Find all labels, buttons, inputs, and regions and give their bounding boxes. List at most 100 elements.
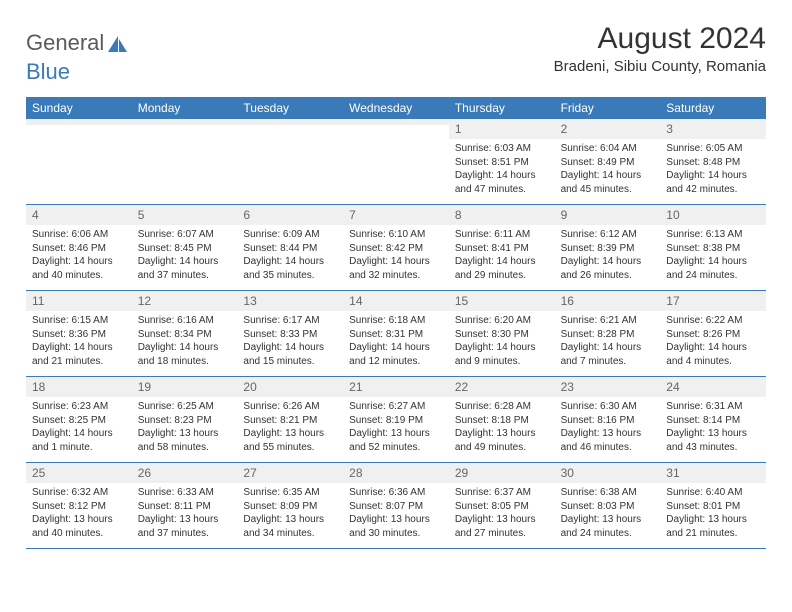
sunrise-text: Sunrise: 6:09 AM: [243, 228, 337, 242]
sunrise-text: Sunrise: 6:31 AM: [666, 400, 760, 414]
title-block: August 2024 Bradeni, Sibiu County, Roman…: [554, 22, 766, 75]
day-cell: 30Sunrise: 6:38 AMSunset: 8:03 PMDayligh…: [555, 463, 661, 548]
dayhead-saturday: Saturday: [660, 97, 766, 119]
day-cell: 25Sunrise: 6:32 AMSunset: 8:12 PMDayligh…: [26, 463, 132, 548]
sunrise-text: Sunrise: 6:25 AM: [138, 400, 232, 414]
logo-text-blue: Blue: [26, 59, 70, 85]
day-info: Sunrise: 6:28 AMSunset: 8:18 PMDaylight:…: [449, 397, 555, 462]
sunrise-text: Sunrise: 6:32 AM: [32, 486, 126, 500]
sunset-text: Sunset: 8:07 PM: [349, 500, 443, 514]
daylight-text: Daylight: 13 hours and 34 minutes.: [243, 513, 337, 540]
day-number: 27: [237, 463, 343, 483]
week-row: 1Sunrise: 6:03 AMSunset: 8:51 PMDaylight…: [26, 119, 766, 204]
daylight-text: Daylight: 13 hours and 55 minutes.: [243, 427, 337, 454]
daylight-text: Daylight: 14 hours and 32 minutes.: [349, 255, 443, 282]
daylight-text: Daylight: 14 hours and 35 minutes.: [243, 255, 337, 282]
sunrise-text: Sunrise: 6:37 AM: [455, 486, 549, 500]
day-info: Sunrise: 6:16 AMSunset: 8:34 PMDaylight:…: [132, 311, 238, 376]
daylight-text: Daylight: 14 hours and 18 minutes.: [138, 341, 232, 368]
sunset-text: Sunset: 8:21 PM: [243, 414, 337, 428]
sunset-text: Sunset: 8:51 PM: [455, 156, 549, 170]
day-info: [132, 125, 238, 136]
sunset-text: Sunset: 8:30 PM: [455, 328, 549, 342]
daylight-text: Daylight: 14 hours and 7 minutes.: [561, 341, 655, 368]
day-info: Sunrise: 6:09 AMSunset: 8:44 PMDaylight:…: [237, 225, 343, 290]
sunrise-text: Sunrise: 6:40 AM: [666, 486, 760, 500]
sunrise-text: Sunrise: 6:18 AM: [349, 314, 443, 328]
day-number: 31: [660, 463, 766, 483]
day-info: Sunrise: 6:25 AMSunset: 8:23 PMDaylight:…: [132, 397, 238, 462]
day-number: 23: [555, 377, 661, 397]
day-info: Sunrise: 6:26 AMSunset: 8:21 PMDaylight:…: [237, 397, 343, 462]
sunrise-text: Sunrise: 6:20 AM: [455, 314, 549, 328]
sunset-text: Sunset: 8:05 PM: [455, 500, 549, 514]
day-cell: 9Sunrise: 6:12 AMSunset: 8:39 PMDaylight…: [555, 205, 661, 290]
sunset-text: Sunset: 8:12 PM: [32, 500, 126, 514]
day-cell: 20Sunrise: 6:26 AMSunset: 8:21 PMDayligh…: [237, 377, 343, 462]
day-cell: 19Sunrise: 6:25 AMSunset: 8:23 PMDayligh…: [132, 377, 238, 462]
day-number: 21: [343, 377, 449, 397]
day-cell: 26Sunrise: 6:33 AMSunset: 8:11 PMDayligh…: [132, 463, 238, 548]
daylight-text: Daylight: 13 hours and 52 minutes.: [349, 427, 443, 454]
day-number: 11: [26, 291, 132, 311]
daylight-text: Daylight: 14 hours and 47 minutes.: [455, 169, 549, 196]
day-cell: 21Sunrise: 6:27 AMSunset: 8:19 PMDayligh…: [343, 377, 449, 462]
day-cell: 5Sunrise: 6:07 AMSunset: 8:45 PMDaylight…: [132, 205, 238, 290]
dayhead-sunday: Sunday: [26, 97, 132, 119]
sunset-text: Sunset: 8:33 PM: [243, 328, 337, 342]
day-info: Sunrise: 6:27 AMSunset: 8:19 PMDaylight:…: [343, 397, 449, 462]
day-info: Sunrise: 6:36 AMSunset: 8:07 PMDaylight:…: [343, 483, 449, 548]
day-info: [343, 125, 449, 136]
sunrise-text: Sunrise: 6:04 AM: [561, 142, 655, 156]
day-number: 16: [555, 291, 661, 311]
day-cell: 31Sunrise: 6:40 AMSunset: 8:01 PMDayligh…: [660, 463, 766, 548]
day-info: Sunrise: 6:31 AMSunset: 8:14 PMDaylight:…: [660, 397, 766, 462]
day-number: 29: [449, 463, 555, 483]
daylight-text: Daylight: 13 hours and 43 minutes.: [666, 427, 760, 454]
sunset-text: Sunset: 8:09 PM: [243, 500, 337, 514]
day-number: 3: [660, 119, 766, 139]
daylight-text: Daylight: 13 hours and 27 minutes.: [455, 513, 549, 540]
sunrise-text: Sunrise: 6:17 AM: [243, 314, 337, 328]
day-number: 14: [343, 291, 449, 311]
week-row: 4Sunrise: 6:06 AMSunset: 8:46 PMDaylight…: [26, 204, 766, 290]
day-cell: [26, 119, 132, 204]
sunrise-text: Sunrise: 6:10 AM: [349, 228, 443, 242]
daylight-text: Daylight: 14 hours and 42 minutes.: [666, 169, 760, 196]
sunrise-text: Sunrise: 6:03 AM: [455, 142, 549, 156]
day-info: Sunrise: 6:30 AMSunset: 8:16 PMDaylight:…: [555, 397, 661, 462]
day-header-row: Sunday Monday Tuesday Wednesday Thursday…: [26, 97, 766, 119]
day-number: 10: [660, 205, 766, 225]
day-info: Sunrise: 6:12 AMSunset: 8:39 PMDaylight:…: [555, 225, 661, 290]
day-info: Sunrise: 6:10 AMSunset: 8:42 PMDaylight:…: [343, 225, 449, 290]
location-text: Bradeni, Sibiu County, Romania: [554, 58, 766, 75]
day-number: 7: [343, 205, 449, 225]
sunrise-text: Sunrise: 6:26 AM: [243, 400, 337, 414]
day-number: 22: [449, 377, 555, 397]
day-number: 17: [660, 291, 766, 311]
day-number: 9: [555, 205, 661, 225]
day-info: Sunrise: 6:11 AMSunset: 8:41 PMDaylight:…: [449, 225, 555, 290]
daylight-text: Daylight: 14 hours and 24 minutes.: [666, 255, 760, 282]
daylight-text: Daylight: 14 hours and 40 minutes.: [32, 255, 126, 282]
sunrise-text: Sunrise: 6:21 AM: [561, 314, 655, 328]
day-cell: 12Sunrise: 6:16 AMSunset: 8:34 PMDayligh…: [132, 291, 238, 376]
sunrise-text: Sunrise: 6:13 AM: [666, 228, 760, 242]
day-cell: [237, 119, 343, 204]
daylight-text: Daylight: 13 hours and 58 minutes.: [138, 427, 232, 454]
day-cell: 27Sunrise: 6:35 AMSunset: 8:09 PMDayligh…: [237, 463, 343, 548]
day-info: Sunrise: 6:18 AMSunset: 8:31 PMDaylight:…: [343, 311, 449, 376]
daylight-text: Daylight: 13 hours and 30 minutes.: [349, 513, 443, 540]
day-cell: 4Sunrise: 6:06 AMSunset: 8:46 PMDaylight…: [26, 205, 132, 290]
sunset-text: Sunset: 8:01 PM: [666, 500, 760, 514]
day-number: 8: [449, 205, 555, 225]
daylight-text: Daylight: 14 hours and 37 minutes.: [138, 255, 232, 282]
daylight-text: Daylight: 13 hours and 49 minutes.: [455, 427, 549, 454]
sunset-text: Sunset: 8:28 PM: [561, 328, 655, 342]
day-info: Sunrise: 6:13 AMSunset: 8:38 PMDaylight:…: [660, 225, 766, 290]
sunrise-text: Sunrise: 6:33 AM: [138, 486, 232, 500]
daylight-text: Daylight: 14 hours and 4 minutes.: [666, 341, 760, 368]
calendar-body: 1Sunrise: 6:03 AMSunset: 8:51 PMDaylight…: [26, 119, 766, 549]
week-row: 25Sunrise: 6:32 AMSunset: 8:12 PMDayligh…: [26, 462, 766, 548]
day-cell: 18Sunrise: 6:23 AMSunset: 8:25 PMDayligh…: [26, 377, 132, 462]
